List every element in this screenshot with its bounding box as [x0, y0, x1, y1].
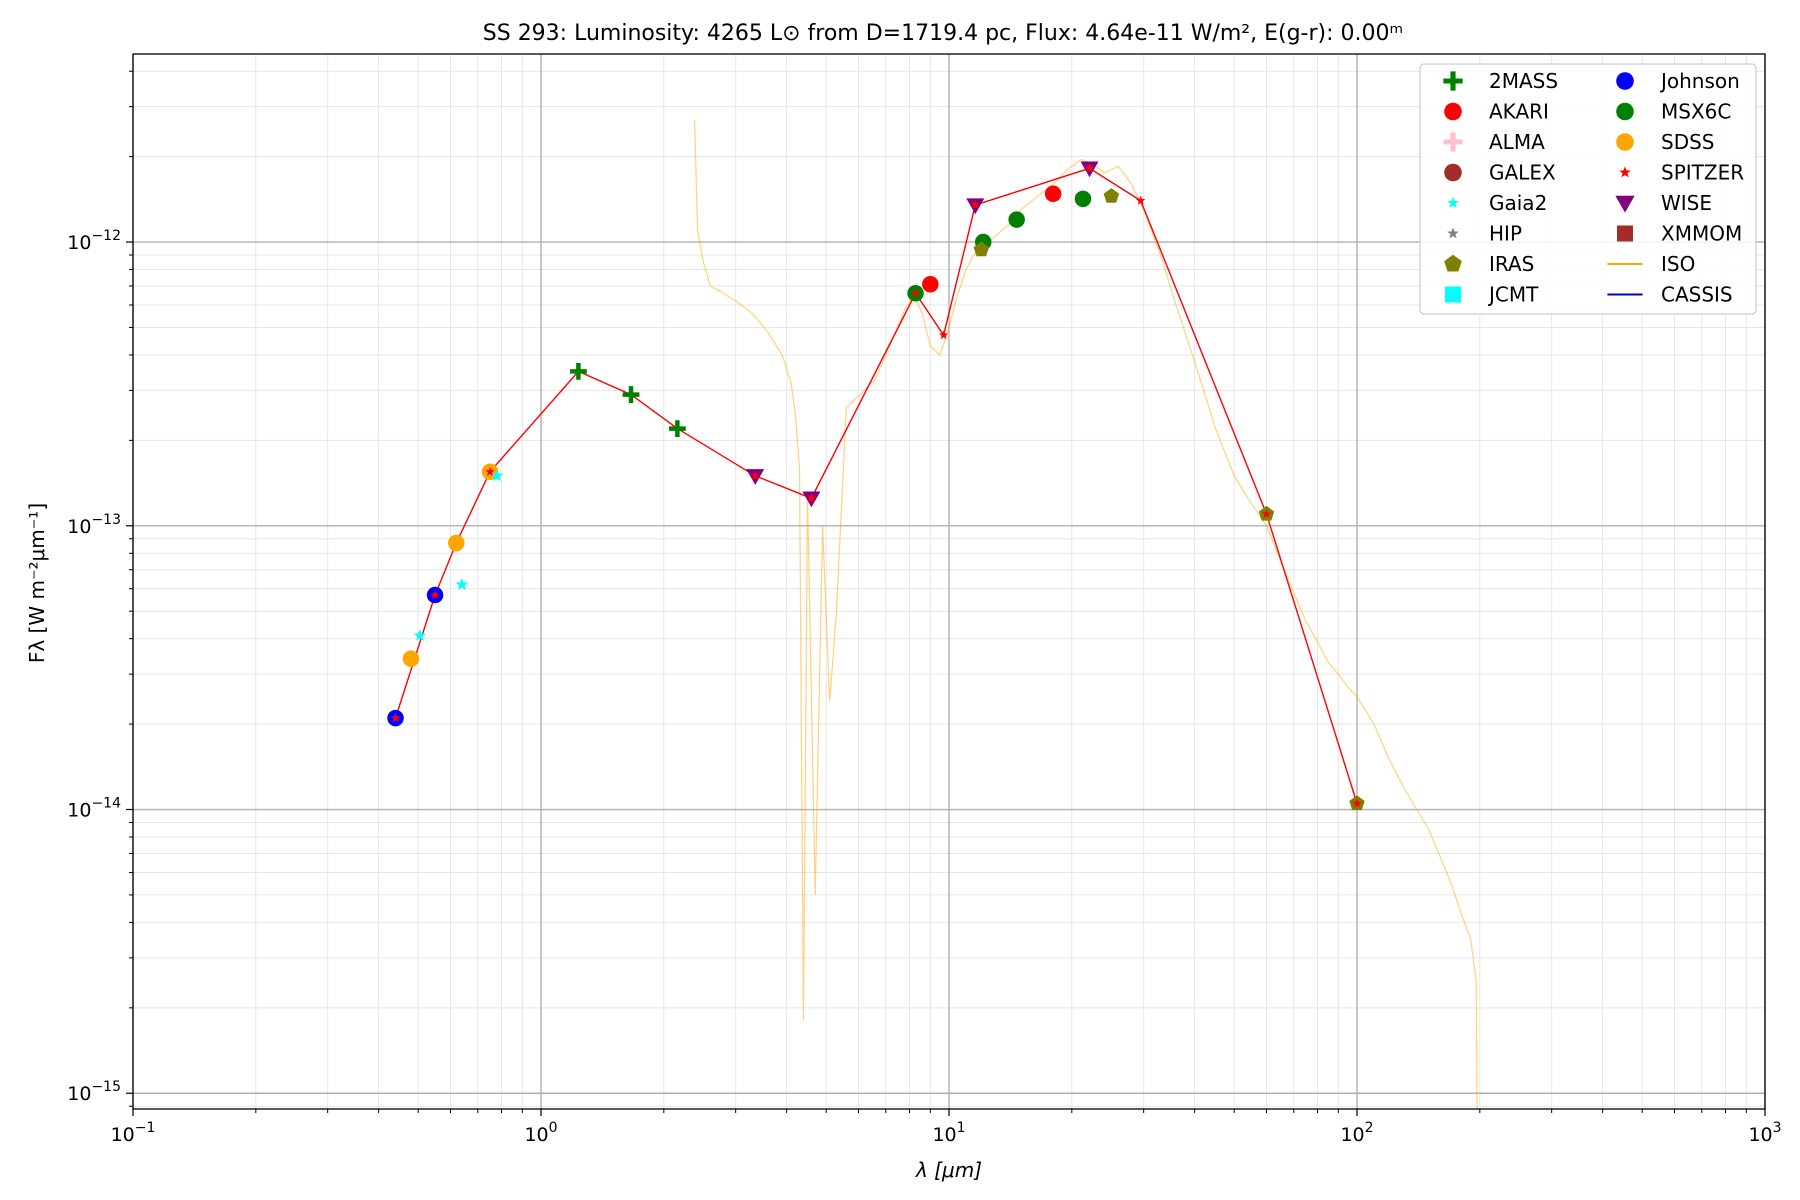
- y-tick-label: 10−15: [67, 1079, 121, 1105]
- legend-marker-hip: [1447, 227, 1459, 239]
- gaia2-point: [490, 469, 504, 482]
- photometry-markers: [387, 161, 1365, 811]
- gaia2-point: [413, 629, 427, 641]
- legend-label-sdss: SDSS: [1661, 130, 1715, 154]
- legend-marker-2mass: [1443, 71, 1463, 91]
- x-tick-label: 103: [1748, 1120, 1781, 1146]
- y-tick-label: 10−13: [67, 512, 121, 538]
- legend-label-msx6c: MSX6C: [1661, 100, 1731, 124]
- legend-marker-iras: [1444, 254, 1462, 272]
- y-tick-label: 10−12: [67, 228, 121, 254]
- akari-point: [1044, 185, 1062, 202]
- 2mass-point: [668, 420, 686, 438]
- 2mass-point: [622, 386, 640, 403]
- msx6c-point: [1074, 190, 1092, 208]
- legend-label-cassis: CASSIS: [1661, 283, 1733, 307]
- legend-marker-sdss: [1616, 133, 1634, 151]
- spitzer-point: [806, 493, 817, 503]
- spitzer-point: [1136, 195, 1146, 205]
- minor-grid: [133, 54, 1765, 1109]
- legend-label-iso: ISO: [1661, 252, 1695, 276]
- spitzer-point: [390, 713, 401, 723]
- spitzer-point: [938, 330, 949, 340]
- legend-label-galex: GALEX: [1489, 161, 1556, 185]
- legend-marker-alma: [1443, 132, 1463, 152]
- chart-title: SS 293: Luminosity: 4265 L⊙ from D=1719.…: [483, 21, 1403, 46]
- legend-marker-galex: [1444, 163, 1462, 182]
- 2mass-point: [570, 363, 587, 380]
- x-tick-label: 100: [524, 1120, 557, 1146]
- legend-marker-johnson: [1616, 72, 1634, 90]
- legend-marker-gaia2: [1447, 196, 1459, 208]
- sdss-point: [402, 650, 420, 667]
- y-axis-label: Fλ [W m⁻²μm⁻¹]: [25, 503, 49, 663]
- axis-ticks: [126, 70, 1766, 1116]
- legend-label-spitzer: SPITZER: [1661, 161, 1744, 185]
- spitzer-point: [970, 200, 980, 210]
- x-tick-label: 10−1: [111, 1120, 156, 1146]
- x-tick-label: 102: [1340, 1120, 1373, 1146]
- spitzer-point: [1084, 163, 1095, 173]
- legend-label-wise: WISE: [1661, 191, 1712, 215]
- legend-marker-spitzer: [1619, 166, 1631, 178]
- spitzer-point: [430, 590, 440, 600]
- legend-marker-wise: [1615, 195, 1635, 213]
- msx6c-point: [1008, 211, 1025, 228]
- x-tick-label: 101: [932, 1120, 965, 1146]
- legend-marker-msx6c: [1616, 102, 1634, 121]
- legend-label-2mass: 2MASS: [1489, 69, 1558, 93]
- iras-point: [1103, 188, 1120, 203]
- sdss-point: [448, 534, 465, 552]
- legend-label-jcmt: JCMT: [1487, 283, 1539, 307]
- legend-label-alma: ALMA: [1489, 130, 1545, 154]
- sed-line-layer: [394, 167, 1358, 804]
- legend-marker-xmmom: [1617, 225, 1633, 242]
- legend-label-iras: IRAS: [1489, 252, 1534, 276]
- spitzer-point: [910, 288, 921, 298]
- gaia2-point: [455, 578, 469, 590]
- legend-label-xmmom: XMMOM: [1661, 222, 1742, 246]
- x-tick-labels: 10−1 100 101 102 103: [111, 1120, 1782, 1146]
- akari-point: [922, 275, 939, 293]
- spitzer-point: [1261, 509, 1272, 518]
- spitzer-point: [1352, 798, 1362, 808]
- legend-frame: [1419, 63, 1757, 315]
- legend: 2MASS AKARI ALMA GALEX Gaia2 HIP IRAS JCMT Johns…: [1419, 63, 1757, 315]
- legend-marker-akari: [1444, 102, 1462, 121]
- spitzer-point: [750, 470, 760, 480]
- legend-label-gaia2: Gaia2: [1489, 191, 1547, 215]
- x-axis-label: λ [μm]: [915, 1158, 982, 1182]
- y-tick-label: 10−14: [67, 796, 121, 822]
- spitzer-point: [485, 466, 495, 476]
- iras-point: [973, 241, 989, 257]
- legend-label-hip: HIP: [1489, 222, 1522, 246]
- legend-marker-jcmt: [1445, 286, 1461, 303]
- legend-label-johnson: Johnson: [1659, 69, 1740, 93]
- sed-connecting-line: [394, 167, 1358, 804]
- y-tick-labels: 10−15 10−14 10−13 10−12: [67, 228, 121, 1105]
- legend-label-akari: AKARI: [1489, 100, 1549, 124]
